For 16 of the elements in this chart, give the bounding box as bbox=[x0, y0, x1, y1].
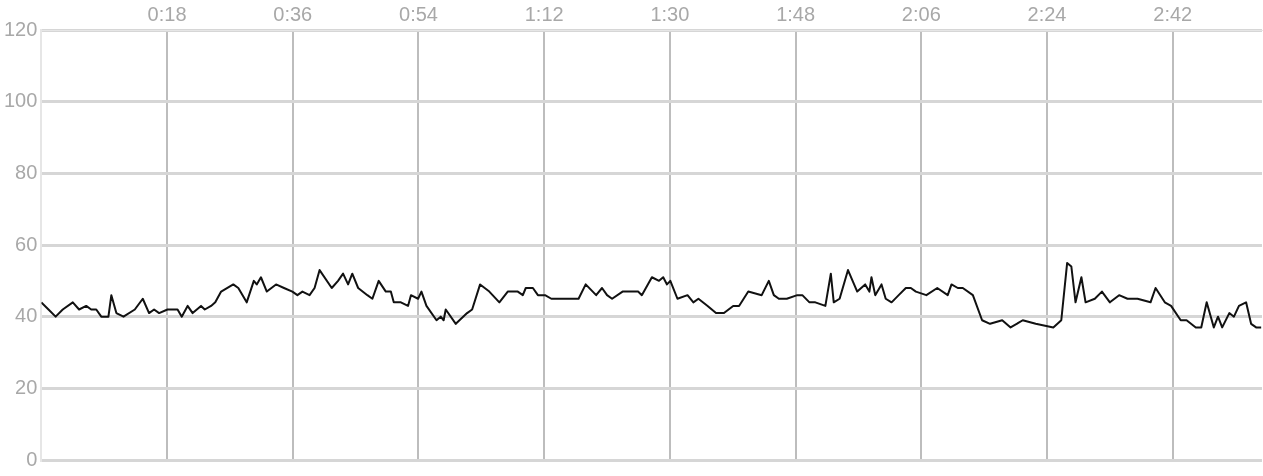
y-tick-label: 20 bbox=[15, 375, 38, 398]
x-tick-label: 1:12 bbox=[524, 2, 564, 25]
x-tick-label: 0:36 bbox=[273, 2, 313, 25]
x-tick-label: 2:24 bbox=[1027, 2, 1067, 25]
x-tick-label: 1:48 bbox=[776, 2, 816, 25]
y-tick-label: 0 bbox=[26, 447, 38, 470]
y-tick-label: 40 bbox=[15, 304, 38, 327]
x-tick-label: 0:18 bbox=[147, 2, 187, 25]
y-tick-label: 120 bbox=[3, 17, 38, 40]
y-tick-label: 100 bbox=[3, 89, 38, 112]
x-tick-label: 2:06 bbox=[901, 2, 941, 25]
x-tick-label: 1:30 bbox=[650, 2, 690, 25]
y-tick-label: 80 bbox=[15, 160, 38, 183]
x-tick-label: 0:54 bbox=[399, 2, 438, 25]
x-tick-label: 2:42 bbox=[1153, 2, 1193, 25]
y-tick-label: 60 bbox=[15, 232, 38, 255]
